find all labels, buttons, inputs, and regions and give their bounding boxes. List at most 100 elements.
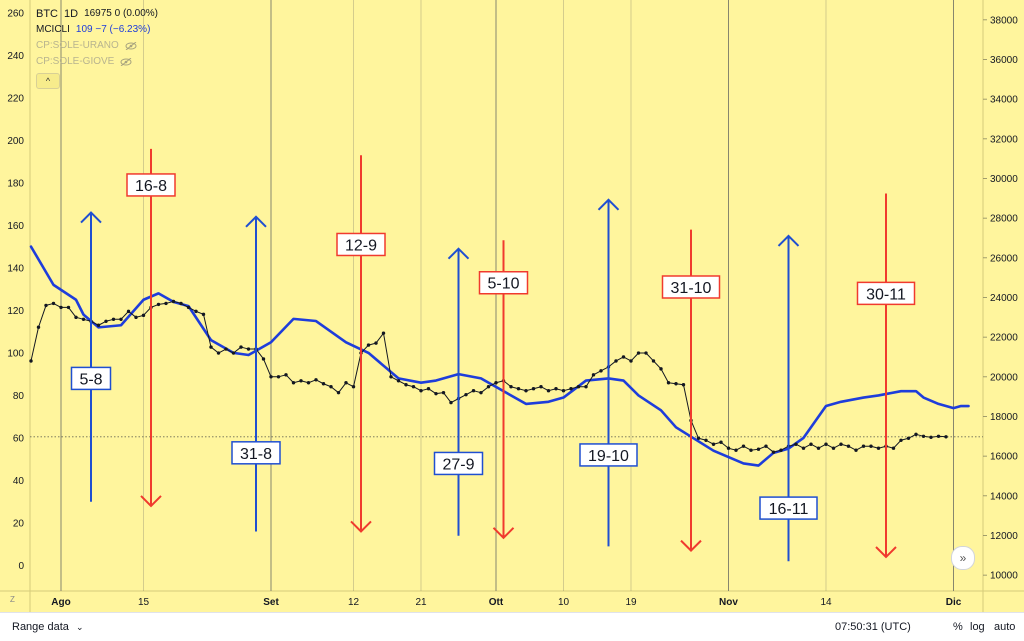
arrow-up-icon <box>80 211 102 224</box>
btc-price-point <box>329 385 333 389</box>
time-axis-label: 14 <box>820 597 832 608</box>
btc-price-point <box>344 381 348 385</box>
btc-price-point <box>51 301 56 306</box>
btc-price-point <box>426 387 431 391</box>
timezone-z-button[interactable]: Z <box>10 595 15 604</box>
btc-price-point <box>936 434 941 439</box>
btc-price-point <box>876 446 881 450</box>
right-axis-tick-label: 16000 <box>990 452 1018 463</box>
arrow-down-icon <box>492 527 515 540</box>
legend-overlay-row-2[interactable]: CP:SOLE-GIOVE <box>36 54 162 70</box>
double-chevron-right-icon: » <box>959 551 967 565</box>
range-data-dropdown[interactable]: Range data ⌄ <box>12 621 84 633</box>
left-axis-tick-label: 140 <box>7 263 24 274</box>
left-axis-tick-label: 180 <box>7 178 24 189</box>
btc-price-point <box>74 315 78 320</box>
btc-price-point <box>531 387 536 391</box>
btc-price-point <box>584 385 588 389</box>
btc-price-point <box>629 359 633 363</box>
btc-price-point <box>201 312 206 317</box>
marker-label-box <box>336 232 386 257</box>
btc-price-point <box>674 382 678 386</box>
arrow-down-icon <box>680 539 702 553</box>
range-data-label: Range data <box>12 621 69 633</box>
legend-overlay-name: CP:SOLE-GIOVE <box>36 56 115 67</box>
legend-symbol: BTC <box>36 8 58 20</box>
btc-price-point <box>306 381 311 385</box>
btc-price-point <box>216 351 221 355</box>
marker-label: 30-11 <box>866 286 906 303</box>
cycle-marker-31-10: 31-10 <box>661 229 721 553</box>
grid-layer <box>0 0 1024 612</box>
cycle-marker-16-8: 16-8 <box>126 148 176 508</box>
btc-price-point <box>854 448 858 452</box>
btc-price-point <box>599 369 603 373</box>
btc-price-point <box>284 373 288 377</box>
left-axis-tick-label: 40 <box>13 476 25 487</box>
cycle-marker-27-9: 27-9 <box>433 247 484 536</box>
time-axis-label: Ott <box>489 597 504 608</box>
left-axis-tick-label: 120 <box>7 306 24 317</box>
legend-interval: 1D <box>64 8 79 20</box>
btc-price-point <box>861 444 866 448</box>
marker-label: 27-9 <box>442 456 474 473</box>
right-axis-tick-label: 34000 <box>990 95 1018 106</box>
legend-overlay-name: CP:SOLE-URANO <box>36 40 119 51</box>
marker-label-box <box>661 275 721 299</box>
btc-price-point <box>614 359 618 363</box>
left-axis-tick-label: 200 <box>7 136 24 147</box>
right-axis-tick-label: 22000 <box>990 333 1018 344</box>
chart-legend: BTC 1D 16975 0 (0.00%) MCICLI 109 −7 (−6… <box>36 6 162 89</box>
left-axis-tick-label: 220 <box>7 93 24 104</box>
btc-price-point <box>591 373 596 377</box>
legend-indicator-row[interactable]: MCICLI 109 −7 (−6.23%) <box>36 22 162 38</box>
btc-price-point <box>104 319 108 323</box>
btc-price-point <box>944 435 948 439</box>
clock-readout[interactable]: 07:50:31 (UTC) <box>835 621 911 633</box>
legend-overlay-row-1[interactable]: CP:SOLE-URANO <box>36 38 162 54</box>
arrow-up-icon <box>777 234 800 247</box>
legend-indicator-value: 109 −7 (−6.23%) <box>75 24 151 35</box>
btc-price-point <box>66 305 71 310</box>
marker-label-box <box>70 366 112 391</box>
right-axis-tick-label: 14000 <box>990 491 1018 502</box>
eye-hidden-icon[interactable] <box>125 42 137 50</box>
btc-price-point <box>381 331 386 335</box>
arrow-up-icon <box>447 247 470 260</box>
btc-price-point <box>546 388 551 393</box>
percent-scale-toggle[interactable]: % <box>953 621 963 633</box>
btc-price-point <box>914 432 918 437</box>
time-axis[interactable]: Ago 15 Set 12 21 Ott 10 19 Nov 14 Dic <box>51 597 961 608</box>
bottom-toolbar: Range data ⌄ 07:50:31 (UTC) % log auto <box>0 612 1024 641</box>
eye-hidden-icon[interactable] <box>120 58 132 66</box>
btc-price-point <box>134 315 138 320</box>
log-scale-toggle[interactable]: log <box>970 621 985 633</box>
cycle-marker-31-8: 31-8 <box>231 215 281 532</box>
btc-price-point <box>59 305 63 310</box>
btc-price-point <box>411 385 416 389</box>
btc-price-point <box>44 303 48 308</box>
btc-price-point <box>636 351 641 355</box>
right-axis-tick-label: 20000 <box>990 372 1018 383</box>
scroll-to-realtime-button[interactable]: » <box>951 546 975 570</box>
btc-price-point <box>644 351 648 355</box>
legend-main-row[interactable]: BTC 1D 16975 0 (0.00%) <box>36 6 162 22</box>
btc-price-point <box>351 385 356 389</box>
arrow-down-icon <box>350 520 372 533</box>
btc-price-point <box>921 434 926 439</box>
btc-price-point <box>156 302 161 307</box>
legend-collapse-button[interactable]: ^ <box>36 73 60 89</box>
cycle-marker-5-8: 5-8 <box>70 211 112 502</box>
right-price-axis[interactable]: 38000 36000 34000 32000 30000 28000 26000 24000… <box>983 15 1018 582</box>
btc-price-point <box>561 388 566 393</box>
btc-price-point <box>554 387 558 391</box>
auto-scale-toggle[interactable]: auto <box>994 621 1016 633</box>
btc-price-point <box>749 448 753 452</box>
btc-price-point <box>794 442 798 446</box>
left-axis-tick-label: 240 <box>7 51 24 62</box>
arrow-up-icon <box>245 215 267 228</box>
btc-price-point <box>816 446 821 450</box>
btc-price-point <box>404 383 408 387</box>
